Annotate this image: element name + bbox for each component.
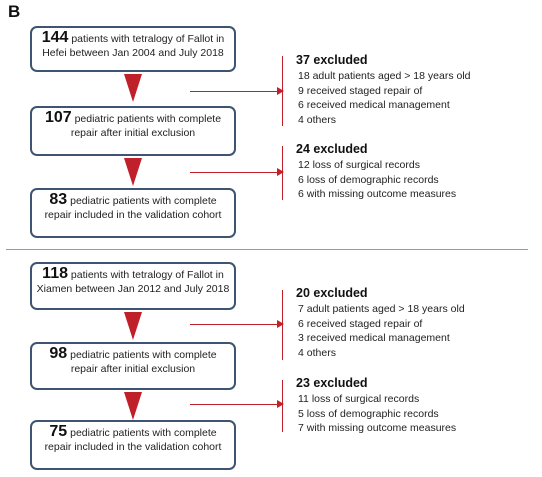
bottom-exclusion-arrow-1 (190, 320, 284, 328)
top-box-final-text1: pediatric patients with complete (70, 195, 217, 207)
bottom-exclusion-2-item: 5 loss of demographic records (298, 407, 439, 420)
top-arrow-down-1 (124, 74, 142, 102)
bottom-exclusion-list-2: 23 excluded 11 loss of surgical records … (296, 375, 456, 436)
bottom-exclusion-2-head: 23 excluded (296, 376, 368, 390)
bottom-box-after-exclusion: 98 pediatric patients with complete repa… (30, 342, 236, 390)
bottom-box-initial-count: 118 (42, 265, 68, 282)
bottom-exclusion-2-item: 7 with missing outcome measures (298, 422, 457, 434)
bottom-box-after-exclusion-text2: repair after initial exclusion (70, 363, 196, 375)
top-box-initial-text2: Hefei between Jan 2004 and July 2018 (42, 47, 224, 59)
bottom-box-initial-text1: patients with tetralogy of Fallot in (70, 269, 224, 281)
top-exclusion-1-head: 37 excluded (296, 53, 368, 67)
bottom-exclusion-arrow-2 (190, 400, 284, 408)
top-exclusion-1-item: 9 received staged repair of (298, 84, 423, 97)
top-exclusion-2-item: 6 loss of demographic records (298, 173, 439, 186)
top-box-initial-text1: patients with tetralogy of Fallot in (71, 33, 225, 45)
top-box-initial: 144 patients with tetralogy of Fallot in… (30, 26, 236, 72)
top-exclusion-arrow-2 (190, 168, 284, 176)
top-exclusion-1-item: 6 received medical management (298, 99, 450, 111)
bottom-box-final-text2: repair included in the validation cohort (44, 441, 222, 453)
section-divider (6, 249, 528, 250)
top-box-after-exclusion: 107 pediatric patients with complete rep… (30, 106, 236, 156)
top-exclusion-1-item: 4 others (298, 113, 336, 126)
top-exclusion-2-item: 6 with missing outcome measures (298, 188, 457, 200)
top-box-after-exclusion-text1: pediatric patients with complete (74, 113, 222, 125)
top-box-final-count: 83 (49, 191, 68, 208)
top-box-final-text2: repair included in the validation cohort (44, 209, 222, 221)
bottom-arrow-down-2 (124, 392, 142, 420)
bottom-arrow-down-1 (124, 312, 142, 340)
bottom-box-final-text1: pediatric patients with complete (70, 427, 217, 439)
bottom-box-initial: 118 patients with tetralogy of Fallot in… (30, 262, 236, 310)
bottom-exclusion-1-item: 3 received medical management (298, 332, 450, 344)
top-exclusion-list-1: 37 excluded 18 adult patients aged > 18 … (296, 52, 471, 127)
top-box-after-exclusion-text2: repair after initial exclusion (70, 127, 196, 139)
top-box-final: 83 pediatric patients with complete repa… (30, 188, 236, 238)
top-box-after-exclusion-count: 107 (44, 109, 72, 126)
bottom-exclusion-1-item: 4 others (298, 346, 336, 359)
bottom-box-after-exclusion-count: 98 (49, 345, 68, 362)
bottom-box-after-exclusion-text1: pediatric patients with complete (70, 349, 217, 361)
bottom-exclusion-list-1: 20 excluded 7 adult patients aged > 18 y… (296, 285, 465, 360)
bottom-box-initial-text2: Xiamen between Jan 2012 and July 2018 (36, 283, 230, 295)
bottom-exclusion-1-head: 20 excluded (296, 286, 368, 300)
top-exclusion-2-item: 12 loss of surgical records (298, 159, 420, 171)
bottom-box-final: 75 pediatric patients with complete repa… (30, 420, 236, 470)
bottom-exclusion-1-item: 6 received staged repair of (298, 317, 423, 330)
bottom-exclusion-2-item: 11 loss of surgical records (298, 393, 420, 405)
bottom-box-final-count: 75 (49, 423, 68, 440)
top-exclusion-1-item: 18 adult patients aged > 18 years old (298, 70, 471, 82)
bottom-exclusion-1-item: 7 adult patients aged > 18 years old (298, 303, 465, 315)
top-arrow-down-2 (124, 158, 142, 186)
top-exclusion-arrow-1 (190, 87, 284, 95)
top-exclusion-2-head: 24 excluded (296, 142, 368, 156)
top-box-initial-count: 144 (41, 29, 69, 46)
panel-label: B (8, 2, 21, 21)
top-exclusion-list-2: 24 excluded 12 loss of surgical records … (296, 141, 456, 202)
